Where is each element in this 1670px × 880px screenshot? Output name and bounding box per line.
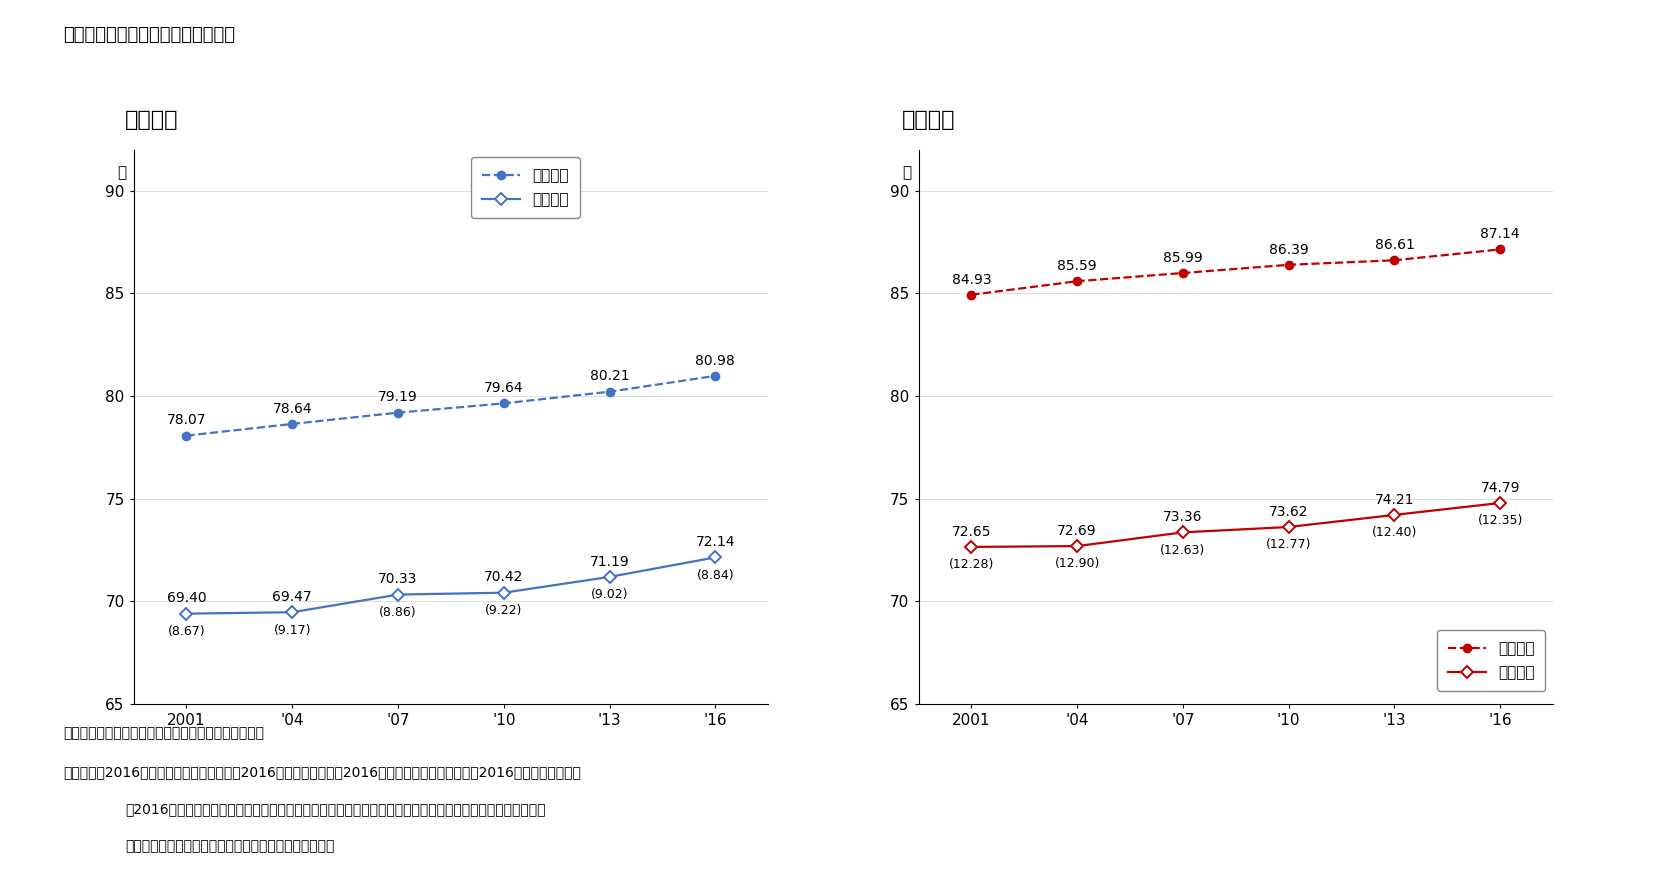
Text: 「2016年国民生活基瞐調査」を使って、厚生労働科学研究「健康寿命における将来予測と生活習慣病対策の: 「2016年国民生活基瞐調査」を使って、厚生労働科学研究「健康寿命における将来予… [125,803,546,817]
Text: 86.61: 86.61 [1374,238,1414,252]
Text: 【女性】: 【女性】 [902,110,955,130]
Text: （注）（　）内の数値は、平均寿命と健康寿命の差。: （注）（ ）内の数値は、平均寿命と健康寿命の差。 [63,726,264,740]
Text: 費用対効果に関する研究」による計算法で筆者が計算。: 費用対効果に関する研究」による計算法で筆者が計算。 [125,840,334,854]
Text: (12.77): (12.77) [1266,539,1311,551]
Text: 図表１　平均寿命と健康寿命の推移: 図表１ 平均寿命と健康寿命の推移 [63,26,235,44]
Text: (8.67): (8.67) [167,625,205,638]
Text: 71.19: 71.19 [590,554,630,568]
Text: (12.40): (12.40) [1371,526,1418,539]
Legend: 平均寿命, 健康寿命: 平均寿命, 健康寿命 [1438,630,1545,691]
Text: 73.62: 73.62 [1269,505,1308,519]
Text: 69.40: 69.40 [167,591,207,605]
Text: 80.21: 80.21 [590,370,630,384]
Text: 【男性】: 【男性】 [125,110,179,130]
Text: (9.02): (9.02) [591,588,628,601]
Text: 85.59: 85.59 [1057,259,1097,273]
Text: 74.79: 74.79 [1481,480,1520,495]
Text: 84.93: 84.93 [952,273,992,287]
Text: 年: 年 [903,165,912,180]
Text: (12.90): (12.90) [1054,557,1101,570]
Text: 72.69: 72.69 [1057,524,1097,538]
Text: 72.65: 72.65 [952,524,990,539]
Text: 70.33: 70.33 [379,572,418,586]
Text: (12.63): (12.63) [1161,544,1206,557]
Text: (9.17): (9.17) [274,624,311,636]
Text: 79.19: 79.19 [377,391,418,405]
Text: 86.39: 86.39 [1269,243,1309,257]
Text: (9.22): (9.22) [484,604,523,617]
Text: 年: 年 [117,165,127,180]
Text: 78.07: 78.07 [167,414,205,428]
Text: 85.99: 85.99 [1162,251,1202,265]
Text: (8.84): (8.84) [696,568,735,582]
Text: (12.28): (12.28) [949,558,994,571]
Text: （資料）　2016年平均寿命は厚生労働省「2016年簡易生命表」　2016年健康寿命は厚生労働省「2016年簡易生命表」と: （資料） 2016年平均寿命は厚生労働省「2016年簡易生命表」 2016年健康… [63,766,581,780]
Text: 70.42: 70.42 [484,570,523,584]
Text: 74.21: 74.21 [1374,493,1414,507]
Text: 72.14: 72.14 [696,535,735,549]
Text: 73.36: 73.36 [1164,510,1202,524]
Text: 78.64: 78.64 [272,401,312,415]
Text: 87.14: 87.14 [1480,227,1520,241]
Text: 79.64: 79.64 [484,381,524,395]
Text: (12.35): (12.35) [1478,514,1523,527]
Text: 80.98: 80.98 [695,354,735,368]
Text: (8.86): (8.86) [379,605,418,619]
Legend: 平均寿命, 健康寿命: 平均寿命, 健康寿命 [471,158,579,217]
Text: 69.47: 69.47 [272,590,312,604]
